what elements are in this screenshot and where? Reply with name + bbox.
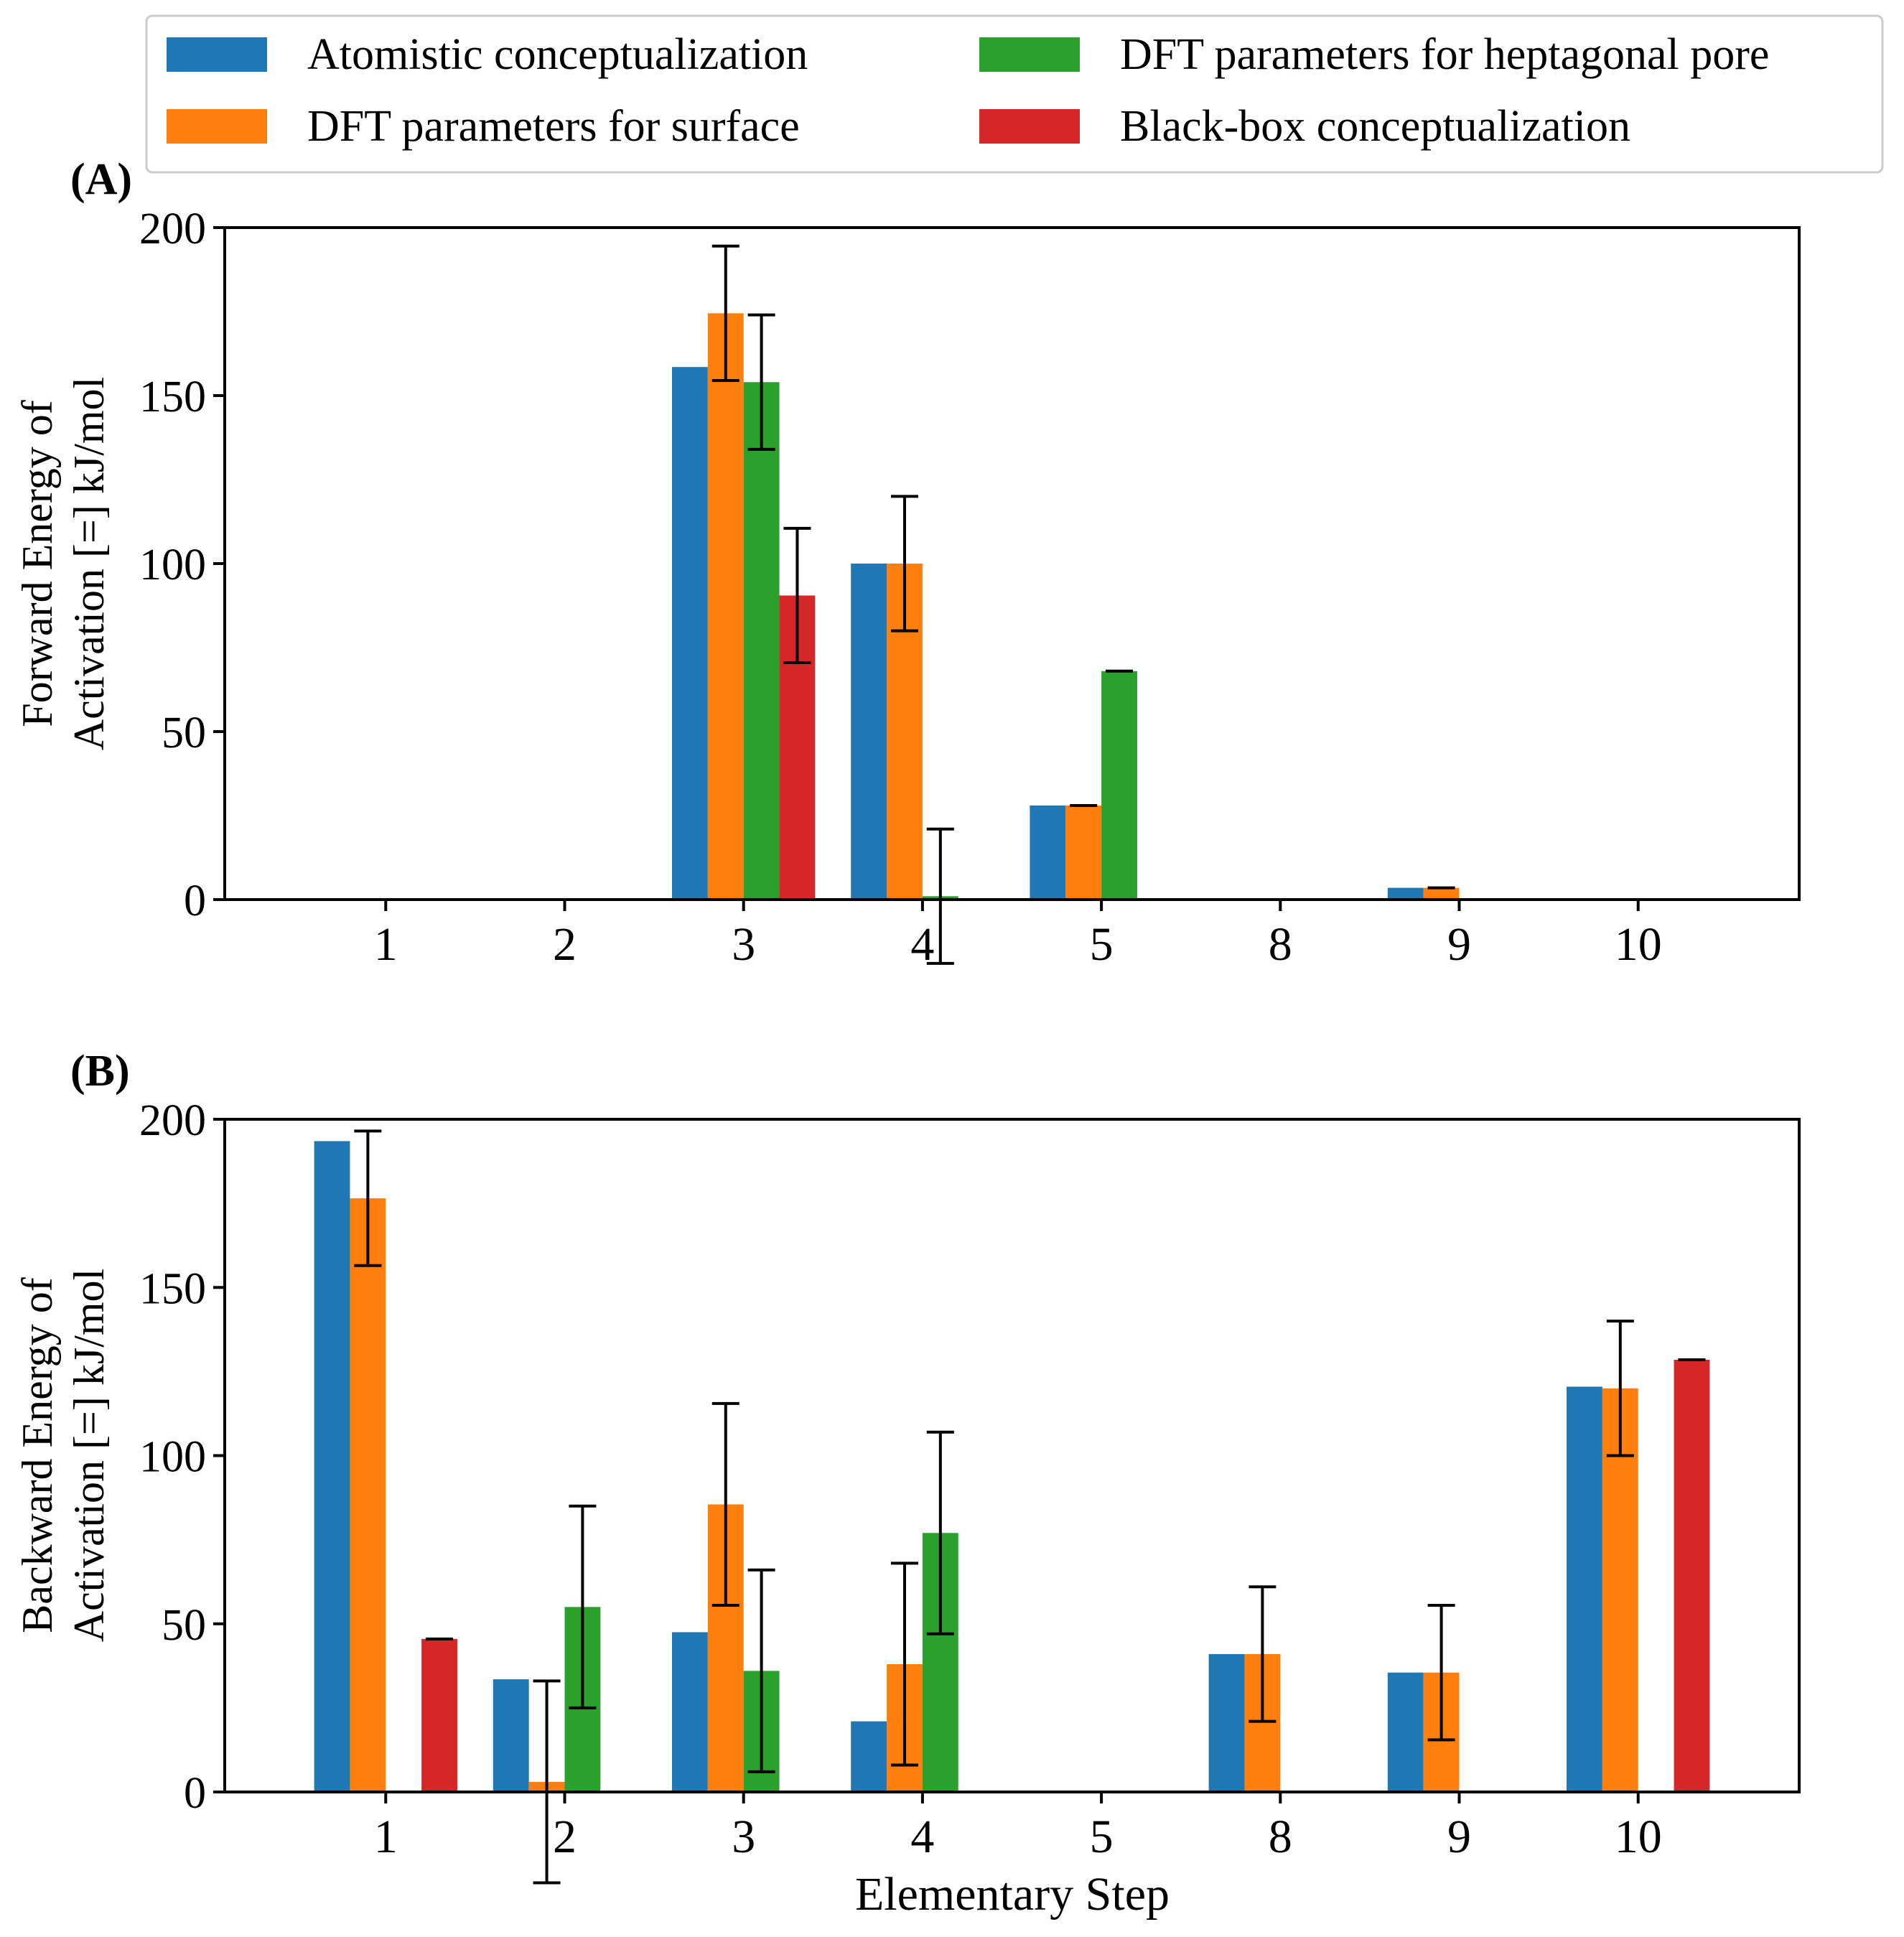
panel-b-chart: (B) Backward Energy of Activation [=] kJ… — [14, 1047, 1801, 1885]
panel-b-axes-frame — [223, 1118, 1801, 1793]
panel-b-xtick-label: 1 — [374, 1811, 398, 1863]
panel-b-bar-atomistic-step-8 — [1208, 1653, 1245, 1792]
panel-a-ytick-label: 150 — [139, 373, 206, 421]
panel-b-bar-black-box-step-1 — [421, 1638, 457, 1792]
panel-a-xtick-label: 4 — [910, 918, 934, 971]
panel-a-bar-atomistic-step-5 — [1030, 805, 1066, 900]
panel-a-ytick-label: 100 — [139, 541, 206, 589]
legend-frame — [145, 14, 1884, 174]
panel-a-ytick-label: 0 — [184, 877, 206, 925]
panel-a-axes-frame — [223, 226, 1801, 901]
panel-a-bar-atomistic-step-3 — [672, 367, 708, 900]
legend-label-dft-surface: DFT parameters for surface — [307, 102, 800, 151]
legend-label-black-box: Black-box conceptualization — [1120, 102, 1630, 151]
panel-a-xtick-label: 5 — [1090, 918, 1114, 971]
panel-b-ytick-label: 50 — [162, 1601, 206, 1650]
panel-a-bar-dft-heptagonal-step-3 — [743, 382, 780, 900]
panel-b-ytick-label: 100 — [139, 1433, 206, 1482]
panel-b-xtick-label: 10 — [1615, 1811, 1662, 1863]
panel-a-xtick-label: 9 — [1447, 918, 1471, 971]
legend: Atomistic conceptualization DFT paramete… — [145, 14, 1884, 174]
panel-a-ylabel-line2: Activation [=] kJ/mol — [65, 377, 113, 750]
panel-a-bar-dft-surface-step-5 — [1065, 805, 1102, 900]
legend-label-dft-heptagonal: DFT parameters for heptagonal pore — [1120, 30, 1769, 79]
panel-b-bar-atomistic-step-10 — [1567, 1386, 1602, 1792]
legend-swatch-dft-surface — [167, 109, 267, 144]
panel-b-xtick-label: 4 — [910, 1811, 934, 1863]
legend-swatch-atomistic — [167, 37, 267, 72]
panel-b-xtick-label: 5 — [1090, 1811, 1114, 1863]
panel-b-bar-atomistic-step-9 — [1387, 1672, 1424, 1792]
panel-a-label: (A) — [70, 155, 132, 204]
panel-a-ytick-label: 50 — [162, 709, 206, 757]
panel-b-marks: 0 50 100 150 200 1 2 3 4 5 8 9 10 — [139, 1096, 1710, 1885]
panel-a-bar-atomistic-step-9 — [1387, 887, 1424, 900]
panel-b-ytick-label: 150 — [139, 1264, 206, 1313]
panel-a-bar-dft-surface-step-3 — [707, 313, 744, 900]
panel-a-ytick-label: 200 — [139, 205, 206, 253]
panel-a-bar-atomistic-step-4 — [851, 564, 887, 900]
panel-a-bar-dft-heptagonal-step-5 — [1101, 671, 1137, 900]
panel-b-bar-atomistic-step-3 — [672, 1632, 708, 1792]
panel-b-bar-atomistic-step-4 — [851, 1721, 887, 1792]
panel-b-bar-atomistic-step-2 — [493, 1679, 529, 1792]
panel-b-ytick-label: 200 — [139, 1096, 206, 1145]
panel-b-ylabel-line2: Activation [=] kJ/mol — [65, 1269, 113, 1642]
panel-b-ytick-label: 0 — [184, 1769, 206, 1818]
panel-b-xtick-label: 8 — [1269, 1811, 1292, 1863]
panel-b-ylabel-line1: Backward Energy of — [14, 1277, 61, 1633]
legend-swatch-black-box — [979, 109, 1080, 144]
panel-b-xtick-label: 3 — [732, 1811, 755, 1863]
panel-b-xtick-label: 9 — [1447, 1811, 1471, 1863]
panel-b-xtick-label: 2 — [553, 1811, 577, 1863]
panel-a-xtick-label: 3 — [732, 918, 755, 971]
panel-a-xtick-label: 1 — [374, 918, 398, 971]
panel-a-xtick-label: 2 — [553, 918, 577, 971]
panel-b-bar-black-box-step-10 — [1674, 1359, 1710, 1792]
x-axis-label: Elementary Step — [855, 1868, 1170, 1920]
legend-swatch-dft-heptagonal — [979, 37, 1080, 72]
legend-label-atomistic: Atomistic conceptualization — [307, 30, 808, 79]
panel-a-chart: (A) Forward Energy of Activation [=] kJ/… — [14, 155, 1801, 971]
panel-a-ylabel-line1: Forward Energy of — [14, 400, 61, 727]
panel-a-xtick-label: 10 — [1615, 918, 1662, 971]
panel-b-bar-dft-surface-step-1 — [350, 1198, 386, 1792]
panel-a-xtick-label: 8 — [1269, 918, 1292, 971]
panel-b-bar-atomistic-step-1 — [314, 1141, 350, 1792]
panel-b-label: (B) — [70, 1047, 130, 1096]
panel-a-bar-dft-surface-step-9 — [1423, 887, 1460, 900]
panel-a-marks: 0 50 100 150 200 1 2 3 4 5 8 9 10 — [139, 205, 1662, 971]
